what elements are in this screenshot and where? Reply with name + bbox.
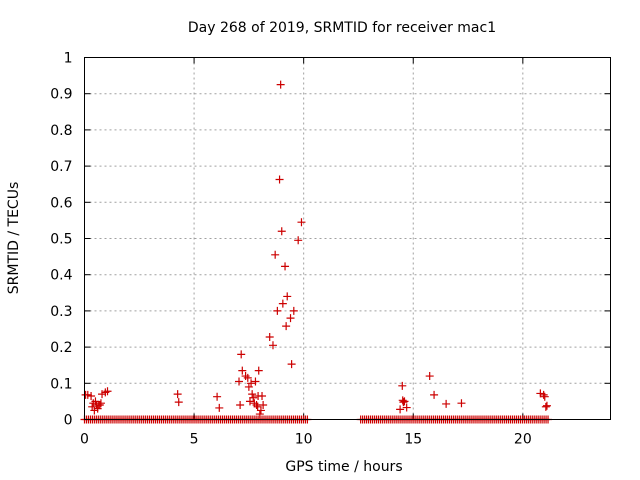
- data-point: [283, 292, 292, 301]
- data-point: [253, 402, 262, 411]
- data-point: [265, 332, 274, 341]
- data-point: [289, 306, 298, 315]
- x-tick-label: 10: [295, 432, 313, 448]
- y-tick-label: 0.3: [50, 304, 72, 320]
- data-point: [297, 218, 306, 227]
- x-tick-label: 20: [514, 432, 532, 448]
- data-point: [271, 250, 280, 259]
- data-point: [174, 398, 183, 407]
- data-point: [259, 401, 268, 410]
- data-point: [457, 399, 466, 408]
- data-point: [247, 379, 256, 388]
- data-point: [213, 392, 222, 401]
- data-point: [238, 366, 247, 375]
- data-point: [235, 377, 244, 386]
- data-point: [244, 382, 253, 391]
- data-point: [277, 227, 286, 236]
- y-tick-label: 0.8: [50, 123, 72, 139]
- data-point: [251, 377, 260, 386]
- data-point: [256, 406, 265, 415]
- data-point: [400, 397, 409, 406]
- y-tick-label: 0.1: [50, 376, 72, 392]
- data-point: [425, 372, 434, 381]
- data-point: [282, 322, 291, 331]
- data-point: [442, 399, 451, 408]
- data-point: [398, 381, 407, 390]
- x-tick-labels: 0 5 10 15 20: [80, 432, 532, 448]
- data-point: [249, 393, 258, 402]
- y-tick-label: 1: [64, 51, 73, 67]
- x-tick-label: 5: [190, 432, 199, 448]
- x-tick-label: 0: [80, 432, 89, 448]
- y-tick-label: 0.9: [50, 87, 72, 103]
- data-point: [255, 410, 264, 419]
- data-points: [80, 80, 553, 424]
- data-point: [96, 399, 105, 408]
- x-tick-label: 15: [404, 432, 422, 448]
- data-point: [541, 402, 550, 411]
- data-point: [286, 314, 295, 323]
- y-tick-label: 0.2: [50, 340, 72, 356]
- data-point: [275, 175, 284, 184]
- data-point: [248, 390, 257, 399]
- data-point: [254, 366, 263, 375]
- data-point: [542, 401, 551, 410]
- data-point: [276, 80, 285, 89]
- data-point: [245, 397, 254, 406]
- data-point: [237, 350, 246, 359]
- data-point: [91, 397, 100, 406]
- data-point: [215, 403, 224, 412]
- y-tick-label: 0.7: [50, 159, 72, 175]
- data-point: [90, 406, 99, 415]
- data-point: [83, 390, 92, 399]
- chart-title: Day 268 of 2019, SRMTID for receiver mac…: [188, 20, 496, 36]
- y-axis-title: SRMTID / TECUs: [6, 182, 22, 295]
- data-point: [539, 390, 548, 399]
- data-point: [87, 391, 96, 400]
- data-point: [402, 403, 411, 412]
- data-point: [294, 236, 303, 245]
- data-point: [98, 390, 107, 399]
- data-point: [273, 306, 282, 315]
- y-tick-label: 0.5: [50, 232, 72, 248]
- data-point: [173, 390, 182, 399]
- data-point: [95, 401, 104, 410]
- axis-ticks: [84, 57, 611, 420]
- data-point: [243, 373, 252, 382]
- data-point: [268, 341, 277, 350]
- data-point: [287, 360, 296, 369]
- plot-frame: [84, 57, 611, 420]
- y-tick-label: 0: [64, 413, 73, 429]
- y-tick-label: 0.4: [50, 268, 72, 284]
- data-point: [396, 405, 405, 414]
- data-point: [430, 390, 439, 399]
- data-point: [278, 299, 287, 308]
- data-point: [103, 387, 112, 396]
- x-axis-title: GPS time / hours: [285, 459, 402, 475]
- data-point: [536, 389, 545, 398]
- data-point: [258, 391, 267, 400]
- y-tick-labels: 0 0.1 0.2 0.3 0.4 0.5 0.6 0.7 0.8 0.9 1: [50, 51, 72, 429]
- data-point: [236, 401, 245, 410]
- data-point: [399, 398, 408, 407]
- grid: [84, 57, 611, 420]
- data-point: [281, 262, 290, 271]
- y-tick-label: 0.6: [50, 195, 72, 211]
- data-point: [398, 396, 407, 405]
- data-point: [540, 392, 549, 401]
